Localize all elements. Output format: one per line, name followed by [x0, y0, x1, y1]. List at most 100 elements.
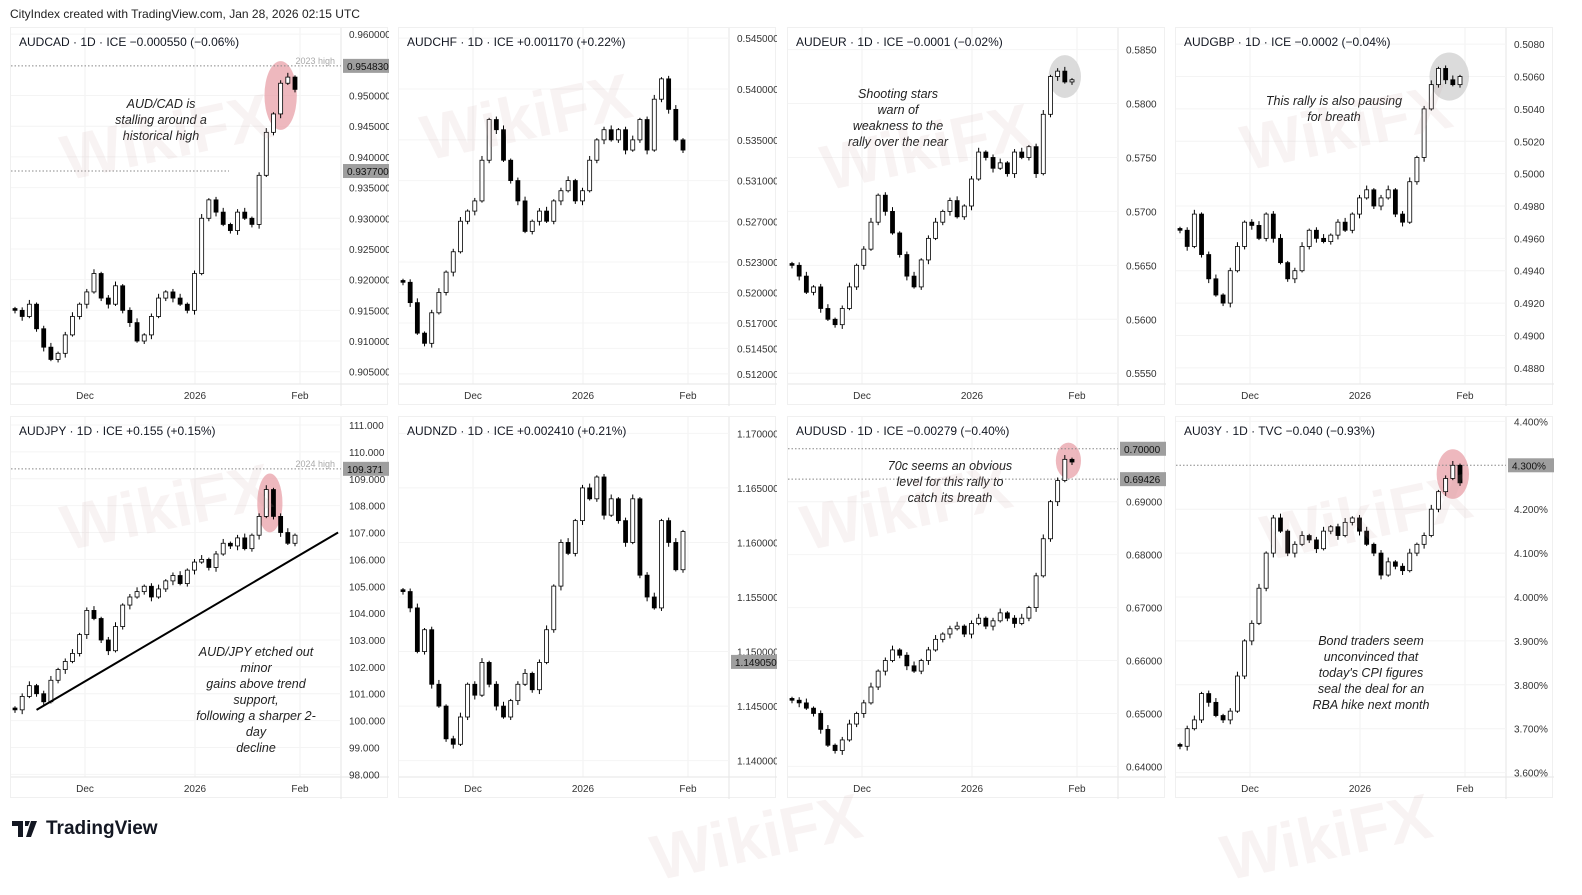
y-tick-label: 3.800%	[1514, 681, 1548, 692]
y-tick-label: 0.950000	[349, 92, 389, 103]
candle-body	[213, 553, 219, 568]
candle-body	[242, 537, 248, 550]
candle	[1306, 228, 1312, 250]
chart-panel-audeur[interactable]: AUDEUR · 1D · ICE −0.0001 (−0.02%) Dec 202…	[787, 27, 1166, 406]
y-tick-label: 1.165000	[737, 484, 777, 495]
candle-body	[113, 626, 118, 652]
candle	[926, 235, 931, 265]
tradingview-logo-text: TradingView	[46, 818, 158, 839]
candle-body	[601, 129, 607, 141]
candle	[184, 302, 190, 314]
candle	[825, 304, 831, 321]
candle-body	[818, 286, 824, 309]
candle-body	[400, 589, 406, 592]
candle-body	[659, 78, 664, 100]
candle	[84, 288, 90, 309]
candle	[666, 517, 672, 547]
candle	[1048, 499, 1053, 542]
candle	[572, 178, 578, 204]
x-tick-label: Dec	[1241, 784, 1259, 795]
chart-panel-audusd[interactable]: AUDUSD · 1D · ICE −0.00279 (−0.40%) Dec 20…	[787, 416, 1166, 799]
x-tick-label: 2026	[961, 784, 984, 795]
x-tick-label: Feb	[679, 784, 697, 795]
candle	[149, 313, 154, 340]
chart-panel-audchf[interactable]: AUDCHF · 1D · ICE +0.001170 (+0.22%) Dec 2…	[398, 27, 777, 406]
candle-body	[271, 489, 276, 517]
candle-body	[220, 211, 226, 225]
candle	[861, 699, 867, 718]
candle-body	[235, 211, 240, 231]
candle-body	[666, 520, 672, 543]
y-tick-label: 0.4940	[1514, 267, 1545, 278]
candle-body	[436, 683, 442, 707]
candle-body	[170, 575, 176, 582]
candle	[587, 483, 593, 501]
chart-annotation: AUD/CAD is stalling around a historical …	[115, 97, 207, 143]
candle	[673, 538, 679, 572]
candle-body	[1378, 197, 1384, 207]
candle	[91, 269, 97, 294]
y-tick-label: 0.66000	[1126, 657, 1163, 668]
y-tick-label: 105.000	[349, 582, 386, 593]
trend-line[interactable]	[36, 531, 339, 711]
candle-body	[551, 200, 557, 222]
candle-body	[608, 129, 614, 141]
candle	[422, 331, 427, 347]
price-badge	[1508, 458, 1554, 473]
price-badge-label: 4.300%	[1512, 461, 1546, 472]
candle-body	[875, 670, 881, 688]
candle-body	[26, 685, 32, 697]
candle	[120, 603, 126, 630]
candle	[796, 262, 802, 281]
candle	[192, 270, 197, 315]
candle	[407, 588, 413, 613]
candle-body	[587, 159, 593, 192]
candle	[882, 192, 888, 216]
y-tick-label: 4.100%	[1514, 549, 1548, 560]
candle-body	[1012, 151, 1017, 175]
candle-body	[1055, 70, 1061, 77]
candle-body	[120, 604, 126, 627]
candle	[41, 690, 47, 707]
candle-body	[177, 575, 183, 584]
candle-body	[407, 281, 413, 304]
candle-body	[465, 210, 471, 222]
candle-body	[1285, 262, 1291, 280]
candle	[847, 282, 852, 311]
candle-body	[594, 139, 600, 161]
chart-panel-audcad[interactable]: AUDCAD · 1D · ICE −0.000550 (−0.06%) Dec 2…	[10, 27, 389, 406]
candle	[479, 658, 485, 697]
candle	[1199, 691, 1204, 723]
y-tick-label: 110.000	[349, 448, 385, 459]
candle	[220, 538, 226, 556]
candle	[1321, 526, 1326, 551]
candle	[1069, 457, 1075, 466]
chart-panel-audgbp[interactable]: AUDGBP · 1D · ICE −0.0002 (−0.04%) Dec 202…	[1175, 27, 1554, 406]
y-tick-label: 4.200%	[1514, 505, 1548, 516]
chart-panel-audjpy[interactable]: AUDJPY · 1D · ICE +0.155 (+0.15%) Dec 2026…	[10, 416, 389, 799]
level-label: 2024 high	[295, 459, 335, 469]
chart-title: AUDEUR · 1D · ICE −0.0001 (−0.02%)	[796, 35, 1003, 49]
candle-body	[1414, 157, 1420, 183]
candle	[796, 697, 802, 708]
candle-body	[105, 297, 111, 305]
chart-panel-au03y[interactable]: AU03Y · 1D · TVC −0.040 (−0.93%) Dec 2026 F…	[1175, 416, 1554, 799]
candle	[501, 701, 506, 719]
candle-body	[1400, 213, 1405, 223]
candle	[105, 295, 111, 309]
candle-body	[1335, 526, 1341, 536]
candle	[933, 217, 938, 241]
candle	[1062, 66, 1068, 84]
candle-body	[811, 286, 816, 293]
candle-body	[1292, 543, 1298, 554]
candle	[1191, 715, 1197, 731]
y-tick-label: 0.517000	[737, 319, 777, 330]
chart-panel-audnzd[interactable]: AUDNZD · 1D · ICE +0.002410 (+0.21%) Dec 2…	[398, 416, 777, 799]
candle-body	[170, 291, 176, 299]
candle	[529, 671, 535, 693]
candle-body	[285, 76, 291, 84]
tradingview-logo[interactable]: TradingView	[12, 818, 158, 840]
candle	[1012, 149, 1017, 178]
candle	[1191, 209, 1197, 249]
candle-body	[141, 585, 147, 593]
